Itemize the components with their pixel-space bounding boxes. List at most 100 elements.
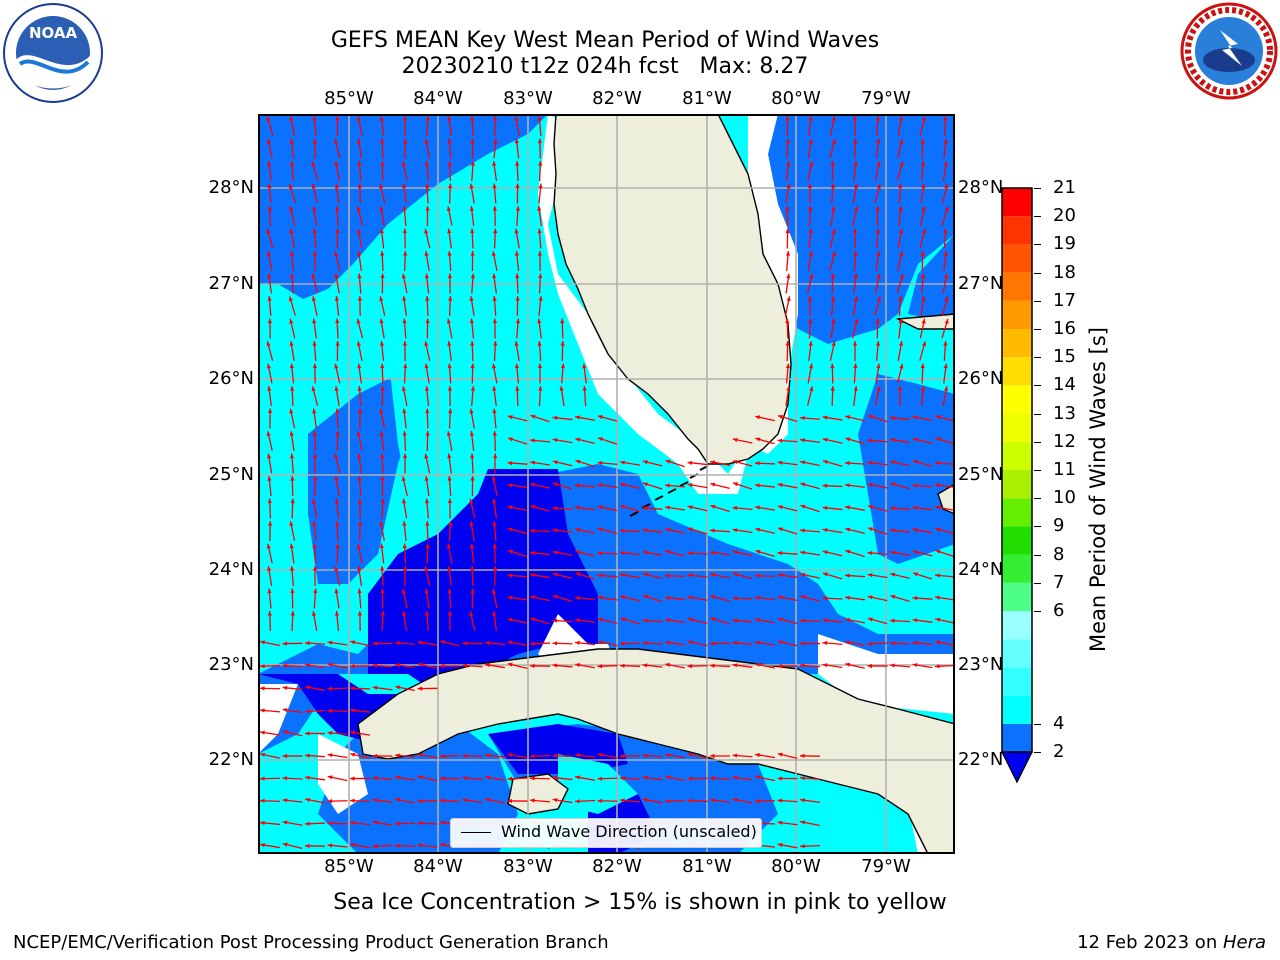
wave-direction-arrow — [334, 610, 340, 632]
wave-direction-arrow — [493, 138, 498, 159]
wave-direction-arrow — [507, 752, 528, 759]
wave-direction-arrow — [267, 475, 272, 497]
wave-direction-arrow — [912, 596, 933, 601]
wave-direction-arrow — [874, 386, 881, 406]
wave-direction-arrow — [875, 363, 881, 384]
wave-direction-arrow — [515, 160, 520, 182]
wave-direction-arrow — [529, 641, 551, 646]
wave-direction-arrow — [897, 116, 903, 136]
wave-direction-arrow — [394, 753, 416, 758]
map-frame — [258, 114, 955, 854]
wave-direction-arrow — [417, 662, 438, 669]
wave-direction-arrow — [311, 273, 319, 294]
wave-direction-arrow — [439, 798, 461, 803]
wave-direction-arrow — [267, 408, 273, 429]
wave-direction-arrow — [357, 588, 362, 609]
colorbar-tick-mark — [1034, 554, 1041, 556]
wave-direction-arrow — [889, 528, 911, 533]
wave-direction-arrow — [912, 437, 933, 444]
wave-direction-arrow — [552, 482, 573, 490]
wave-direction-arrow — [290, 610, 295, 632]
lat-label-right: 26°N — [958, 368, 1004, 389]
wave-direction-arrow — [439, 754, 461, 759]
wave-direction-arrow — [552, 753, 573, 758]
wave-direction-arrow — [402, 115, 407, 137]
wave-direction-arrow — [777, 776, 798, 781]
wave-direction-arrow — [687, 460, 708, 466]
colorbar-segment — [1002, 272, 1032, 301]
colorbar-tick-mark — [1034, 723, 1041, 725]
wave-direction-arrow — [417, 686, 438, 691]
wave-direction-arrow — [912, 527, 933, 534]
wave-direction-arrow — [898, 183, 903, 204]
wave-direction-arrow — [935, 437, 955, 445]
wave-direction-arrow — [357, 475, 362, 497]
wave-direction-arrow — [830, 183, 836, 204]
wave-direction-arrow — [875, 205, 880, 227]
wave-direction-arrow — [425, 295, 430, 317]
wave-direction-arrow — [304, 709, 326, 714]
wave-direction-arrow — [447, 341, 452, 361]
wave-direction-arrow — [357, 453, 363, 474]
wave-direction-arrow — [875, 318, 880, 339]
wave-direction-arrow — [447, 565, 452, 587]
wave-direction-arrow — [732, 528, 753, 534]
wave-direction-arrow — [356, 116, 363, 136]
colorbar-label: Mean Period of Wind Waves [s] — [1086, 327, 1110, 652]
wave-direction-arrow — [687, 483, 708, 489]
wave-direction-arrow — [305, 685, 325, 691]
wave-direction-arrow — [830, 295, 836, 317]
wave-direction-arrow — [379, 521, 385, 541]
colorbar-tick-label: 21 — [1053, 177, 1076, 198]
wave-direction-arrow — [372, 641, 393, 646]
lat-label-left: 27°N — [208, 273, 254, 294]
colorbar-tick-mark — [1034, 188, 1041, 189]
wave-direction-arrow — [304, 843, 326, 849]
wave-direction-arrow — [335, 340, 340, 362]
wave-direction-arrow — [380, 138, 385, 159]
wave-direction-arrow — [491, 588, 498, 609]
colorbar-tick-label: 20 — [1053, 205, 1076, 227]
colorbar-tick-mark — [1034, 582, 1041, 584]
wave-direction-arrow — [469, 543, 475, 564]
wave-direction-arrow — [552, 506, 573, 511]
wave-direction-arrow — [889, 641, 911, 646]
nws-logo — [1180, 2, 1278, 100]
wave-direction-arrow — [890, 438, 910, 444]
wave-direction-arrow — [357, 363, 362, 384]
wave-direction-arrow — [357, 498, 362, 519]
wave-direction-arrow — [380, 160, 385, 182]
wave-direction-arrow — [289, 521, 296, 541]
wave-direction-arrow — [665, 775, 685, 782]
wave-direction-arrow — [492, 273, 497, 294]
wave-direction-arrow — [853, 250, 858, 272]
wave-direction-arrow — [890, 460, 910, 467]
wave-direction-arrow — [402, 340, 408, 362]
wave-direction-arrow — [493, 228, 498, 249]
wave-direction-arrow — [402, 430, 407, 452]
wave-direction-arrow — [897, 251, 904, 271]
wave-direction-arrow — [266, 363, 273, 384]
colorbar-segment — [1002, 413, 1032, 442]
wave-direction-arrow — [597, 640, 618, 647]
wave-direction-arrow — [402, 543, 407, 564]
wave-direction-arrow — [356, 431, 363, 451]
wave-direction-arrow — [777, 551, 798, 556]
wave-direction-arrow — [446, 431, 453, 451]
wave-direction-arrow — [462, 775, 483, 781]
colorbar-frame — [1001, 187, 1033, 753]
wave-direction-arrow — [732, 618, 753, 623]
wave-direction-arrow — [785, 228, 790, 249]
wave-direction-arrow — [574, 799, 596, 804]
wave-direction-arrow — [350, 752, 370, 759]
wave-direction-arrow — [942, 273, 949, 294]
wave-direction-arrow — [312, 340, 317, 362]
lat-label-right: 22°N — [958, 749, 1004, 770]
wave-direction-arrow — [335, 430, 340, 452]
wave-direction-arrow — [424, 273, 430, 294]
wave-direction-arrow — [755, 415, 775, 422]
no-data-region — [258, 684, 298, 754]
wave-direction-arrow — [514, 138, 520, 159]
wave-direction-arrow — [515, 273, 520, 294]
wave-direction-arrow — [304, 753, 326, 758]
